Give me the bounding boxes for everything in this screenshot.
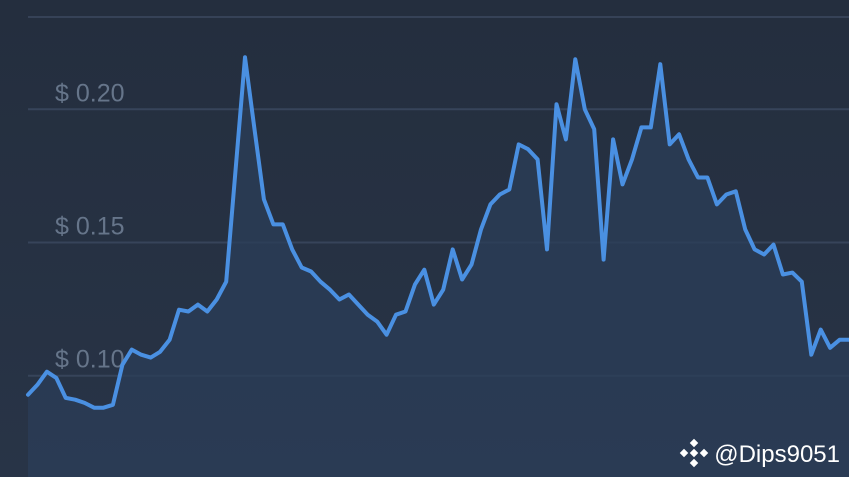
price-line <box>26 55 849 410</box>
area-fill <box>28 57 849 477</box>
y-tick-label: $ 0.15 <box>55 212 125 240</box>
y-tick-label: $ 0.20 <box>55 79 125 107</box>
y-tick-label: $ 0.10 <box>55 346 125 374</box>
watermark-text: @Dips9051 <box>714 441 840 468</box>
